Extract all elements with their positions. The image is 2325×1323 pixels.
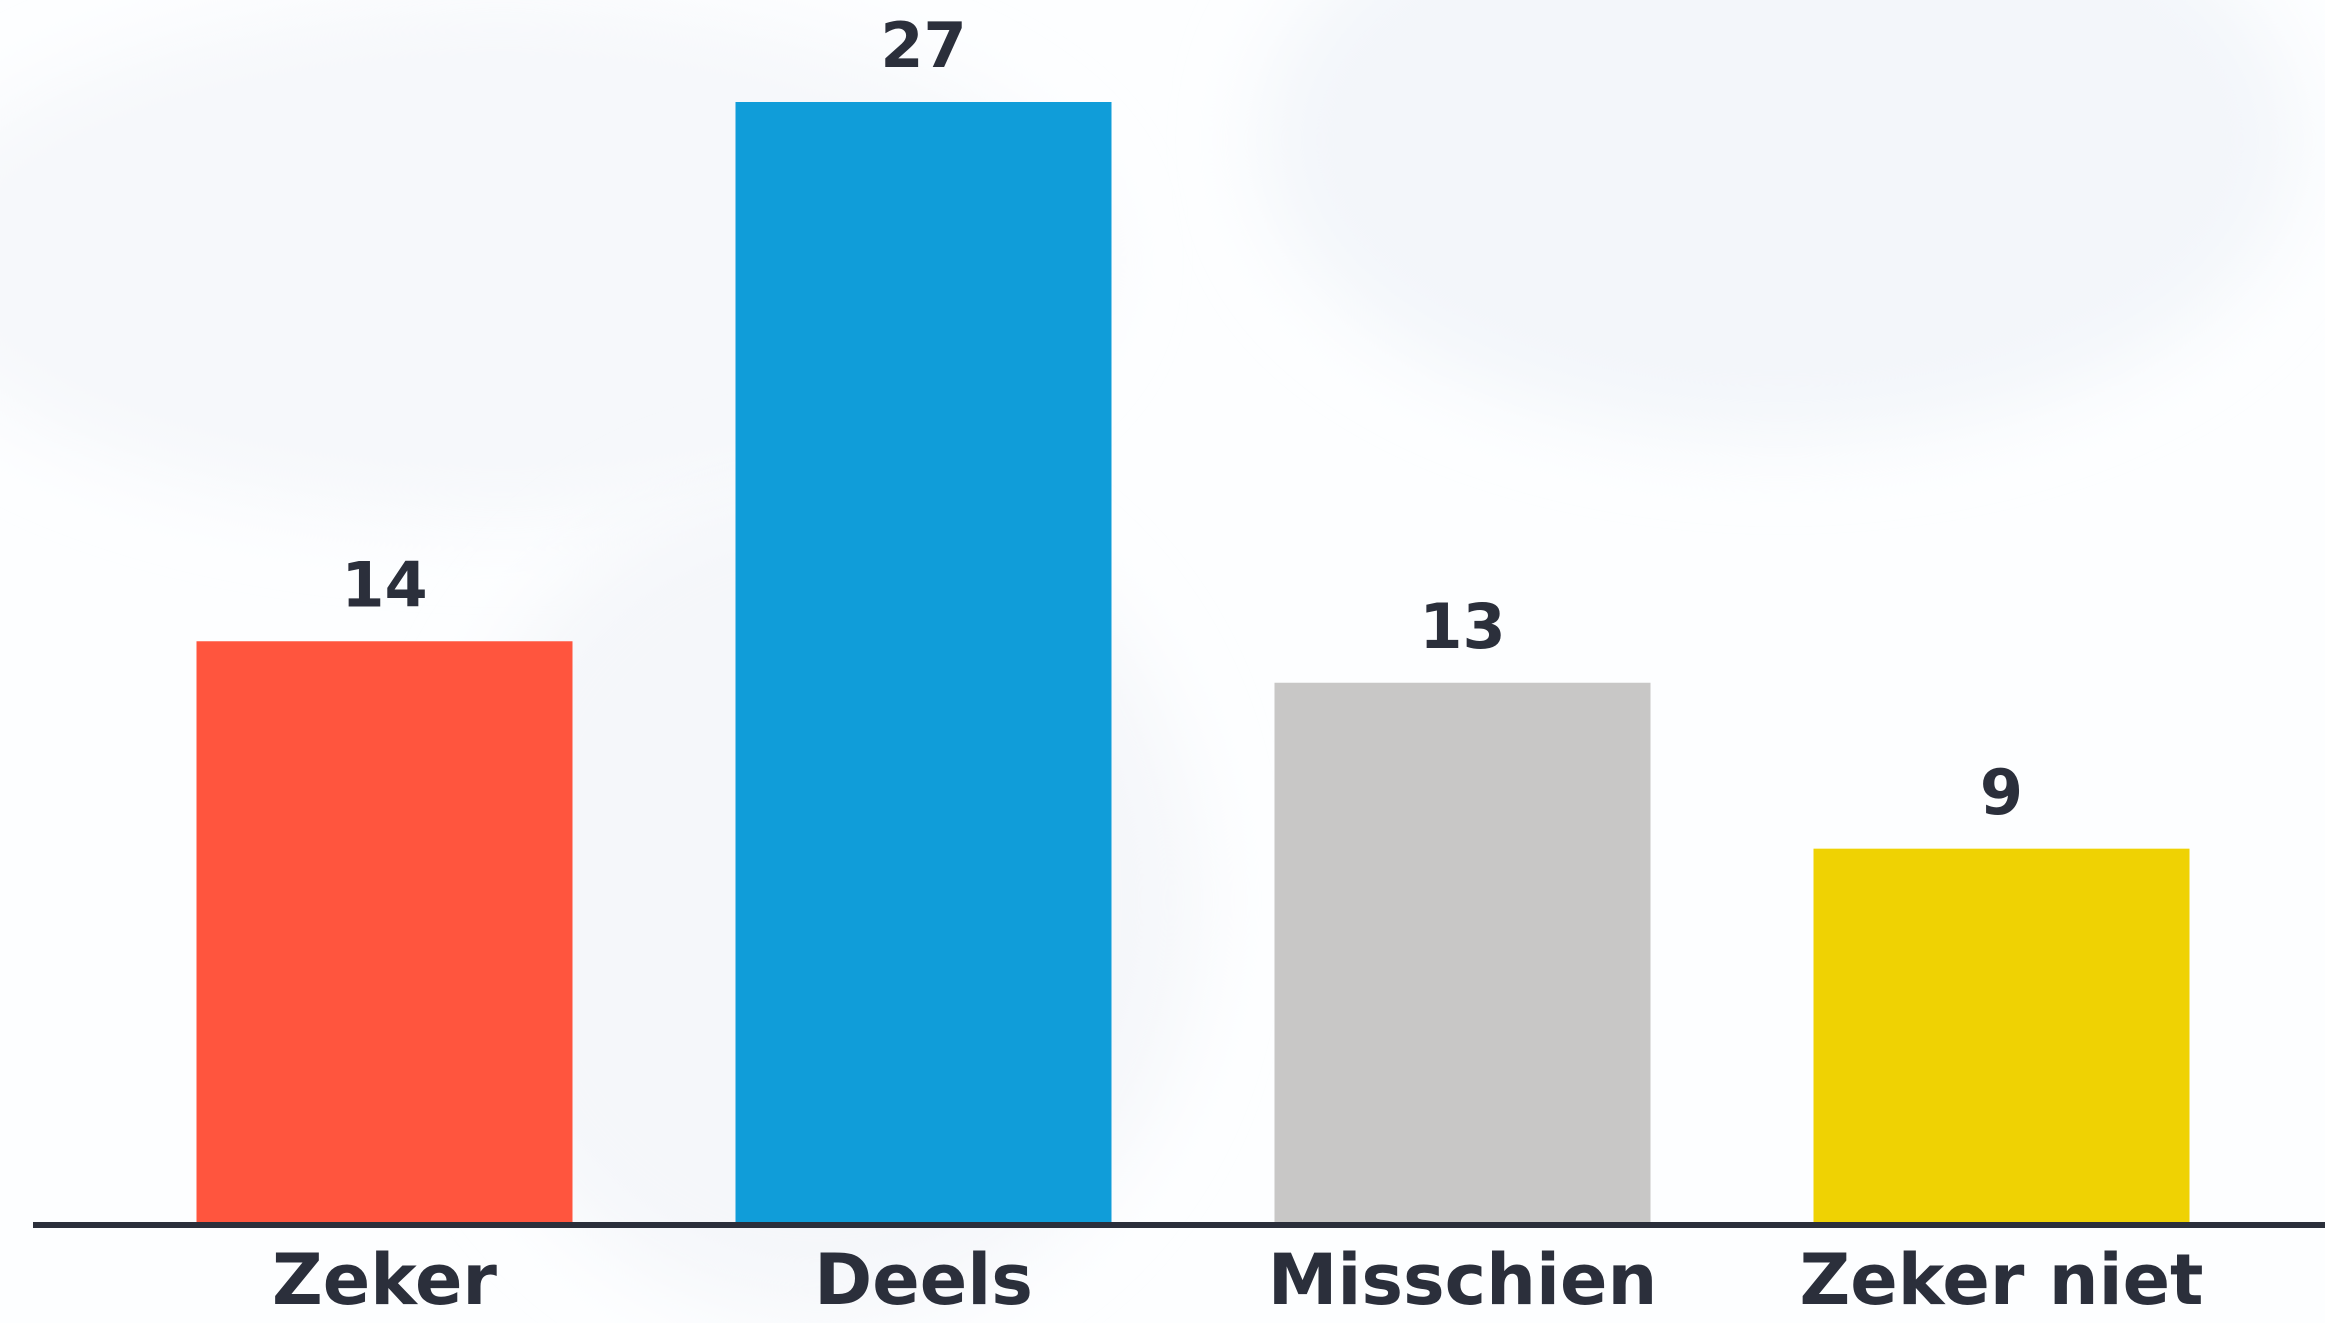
bar [1274,682,1651,1222]
bar [196,641,573,1222]
value-label: 27 [880,9,966,82]
bar [735,102,1112,1222]
x-tick-label: Deels [814,1239,1033,1321]
value-label: 13 [1419,590,1505,663]
x-tick-label: Zeker niet [1799,1239,2203,1321]
bar [1813,848,2190,1222]
x-tick-label: Zeker [272,1239,497,1321]
value-label: 9 [1980,756,2023,829]
value-label: 14 [341,548,427,621]
x-tick-label: Misschien [1268,1239,1658,1321]
